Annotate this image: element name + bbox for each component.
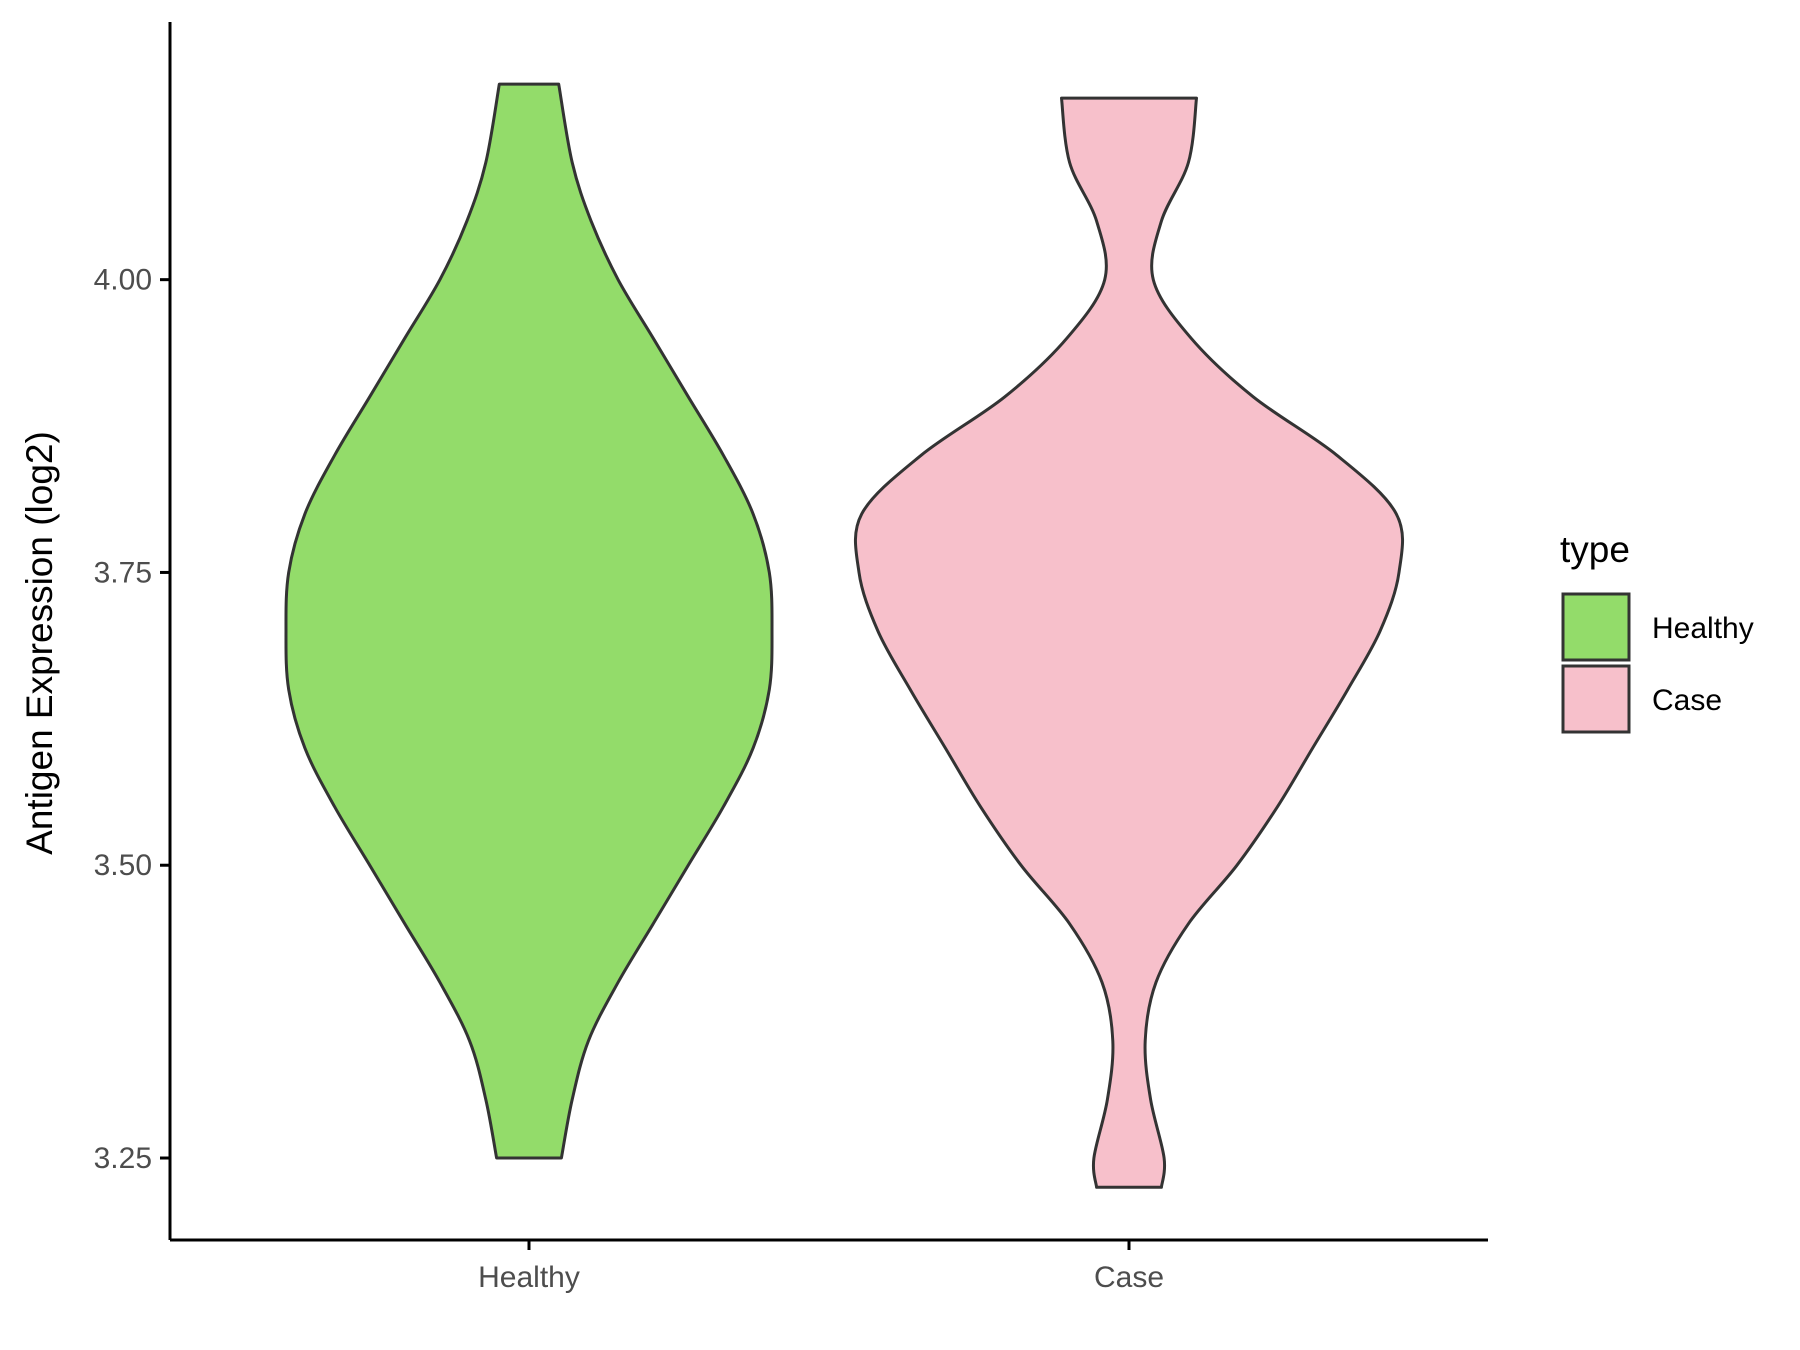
y-axis-title: Antigen Expression (log2) xyxy=(19,431,60,855)
legend-title: type xyxy=(1560,529,1630,570)
y-tick-label: 4.00 xyxy=(94,264,152,297)
legend-label-healthy: Healthy xyxy=(1652,612,1754,645)
x-tick-label: Case xyxy=(1094,1261,1164,1294)
violin-case xyxy=(853,96,1405,1189)
legend: type Healthy Case xyxy=(1560,529,1754,734)
y-tick-label: 3.75 xyxy=(94,556,152,589)
legend-swatch-healthy xyxy=(1561,592,1631,662)
axes-layer xyxy=(168,22,1488,1242)
legend-swatch-case xyxy=(1561,664,1631,734)
violin-healthy xyxy=(284,82,774,1160)
legend-label-case: Case xyxy=(1652,684,1722,717)
x-tick-label: Healthy xyxy=(478,1261,580,1294)
y-tick-label: 3.25 xyxy=(94,1142,152,1175)
violins-layer xyxy=(284,82,1405,1189)
legend-items: Healthy Case xyxy=(1561,592,1754,734)
y-tick-label: 3.50 xyxy=(94,849,152,882)
y-ticks: 3.25 3.50 3.75 4.00 xyxy=(94,264,170,1175)
x-ticks: Healthy Case xyxy=(478,1240,1164,1294)
